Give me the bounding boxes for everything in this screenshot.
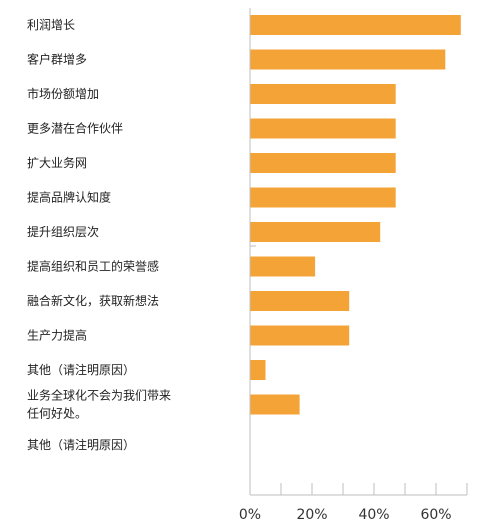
x-tick-label: 40% (358, 507, 389, 523)
category-label: 融合新文化，获取新想法 (27, 293, 159, 308)
bars (250, 15, 461, 415)
bar (250, 360, 266, 380)
x-axis-ticks: 0% 20% 40% 60% (239, 245, 468, 523)
category-label: 其他（请注明原因） (27, 437, 135, 452)
category-label: 扩大业务网 (27, 155, 87, 170)
category-label: 利润增长 (27, 18, 75, 32)
bar (250, 84, 396, 104)
x-tick-label: 60% (420, 507, 451, 523)
bar (250, 153, 396, 173)
category-labels: 利润增长客户群增多市场份额增加更多潜在合作伙伴扩大业务网提高品牌认知度提升组织层… (27, 18, 171, 452)
category-label: 其他（请注明原因） (27, 362, 135, 377)
category-label: 提高品牌认知度 (27, 190, 111, 205)
axes (249, 8, 467, 496)
x-tick-label: 0% (239, 507, 261, 523)
category-label: 提高组织和员工的荣誉感 (27, 259, 159, 274)
category-label: 客户群增多 (27, 52, 87, 67)
bar (250, 325, 350, 346)
category-label: 生产力提高 (27, 328, 87, 343)
x-tick-label: 20% (296, 507, 327, 523)
bar (250, 256, 316, 277)
category-label: 业务全球化不会为我们带来 (27, 388, 171, 403)
category-label: 市场份额增加 (27, 86, 99, 101)
bar (250, 222, 381, 242)
bar (250, 49, 446, 70)
bar (250, 291, 350, 311)
bar (250, 118, 396, 139)
bar (250, 15, 461, 35)
category-label: 更多潜在合作伙伴 (27, 121, 123, 136)
bar (250, 187, 396, 208)
category-label: 提升组织层次 (27, 224, 99, 239)
category-label: 任何好处。 (27, 407, 87, 421)
bar (250, 394, 300, 415)
